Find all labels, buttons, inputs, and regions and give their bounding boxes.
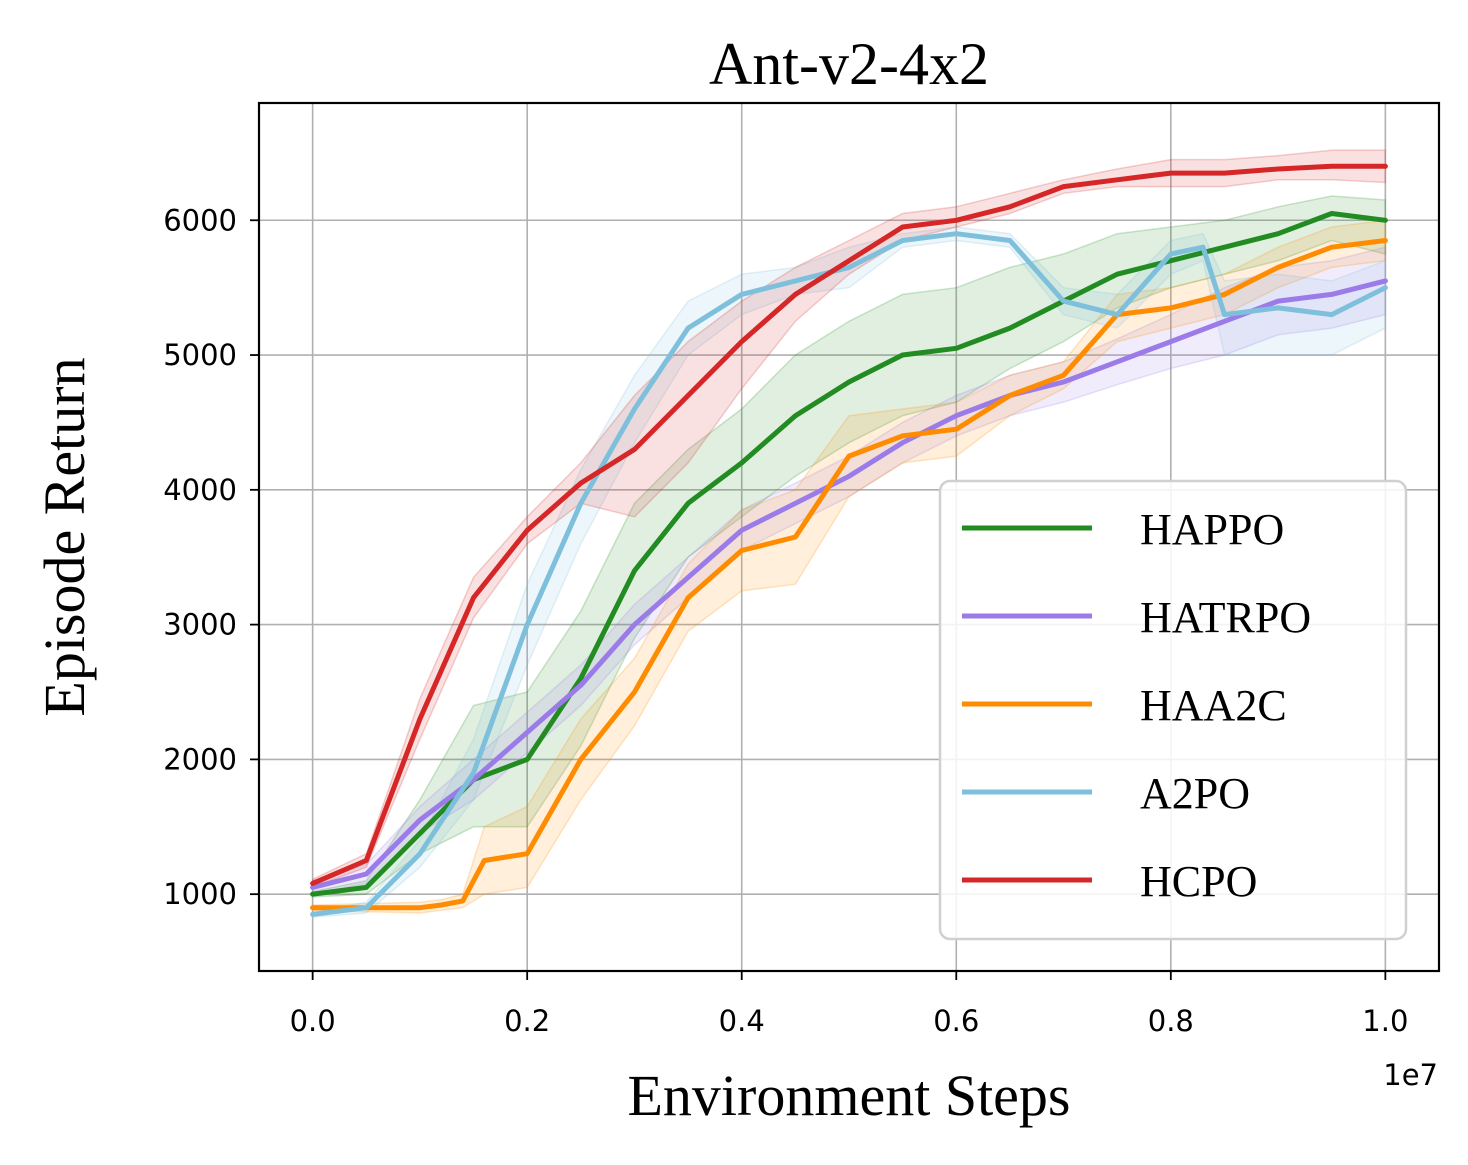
plot-frame	[257, 101, 1441, 973]
line-haa2c	[310, 238, 1388, 911]
band-happo	[311, 195, 1387, 898]
chart-title: Ant-v2-4x2	[709, 31, 989, 97]
legend-label-a2po: A2PO	[1140, 769, 1250, 818]
legend-label-hcpo: HCPO	[1140, 857, 1257, 906]
band-a2po	[311, 226, 1387, 918]
x-axis-multiplier: 1e7	[1383, 1058, 1438, 1092]
band-hatrpo	[311, 246, 1387, 896]
x-tick-label: 0.6	[933, 1004, 979, 1038]
legend-label-happo: HAPPO	[1140, 505, 1284, 554]
y-tick-label: 5000	[163, 338, 237, 372]
x-tick-label: 0.8	[1148, 1004, 1194, 1038]
x-axis-label: Environment Steps	[627, 1063, 1070, 1128]
series-lines	[310, 163, 1388, 917]
y-tick-label: 1000	[163, 877, 237, 911]
legend: HAPPO HATRPO HAA2C A2PO HCPO	[938, 479, 1408, 941]
legend-label-hatrpo: HATRPO	[1140, 593, 1311, 642]
x-tick-label: 0.2	[504, 1004, 550, 1038]
x-tick-label: 0.4	[719, 1004, 765, 1038]
line-hcpo	[310, 163, 1388, 886]
confidence-bands	[311, 149, 1387, 918]
y-axis-label: Episode Return	[32, 357, 97, 716]
legend-box	[938, 479, 1408, 941]
line-a2po	[310, 231, 1388, 917]
legend-label-haa2c: HAA2C	[1140, 681, 1287, 730]
x-tick-label: 1.0	[1362, 1004, 1408, 1038]
axis-ticks: 0.0 0.2 0.4 0.6 0.8 1.0 1000 2000 3000 4000 5000 60…	[163, 203, 1408, 1038]
line-hatrpo	[310, 278, 1388, 890]
band-hcpo	[311, 149, 1387, 889]
y-tick-label: 2000	[163, 742, 237, 776]
band-haa2c	[311, 219, 1387, 914]
y-tick-label: 3000	[163, 608, 237, 642]
y-tick-label: 6000	[163, 203, 237, 237]
x-tick-label: 0.0	[290, 1004, 336, 1038]
y-tick-label: 4000	[163, 473, 237, 507]
